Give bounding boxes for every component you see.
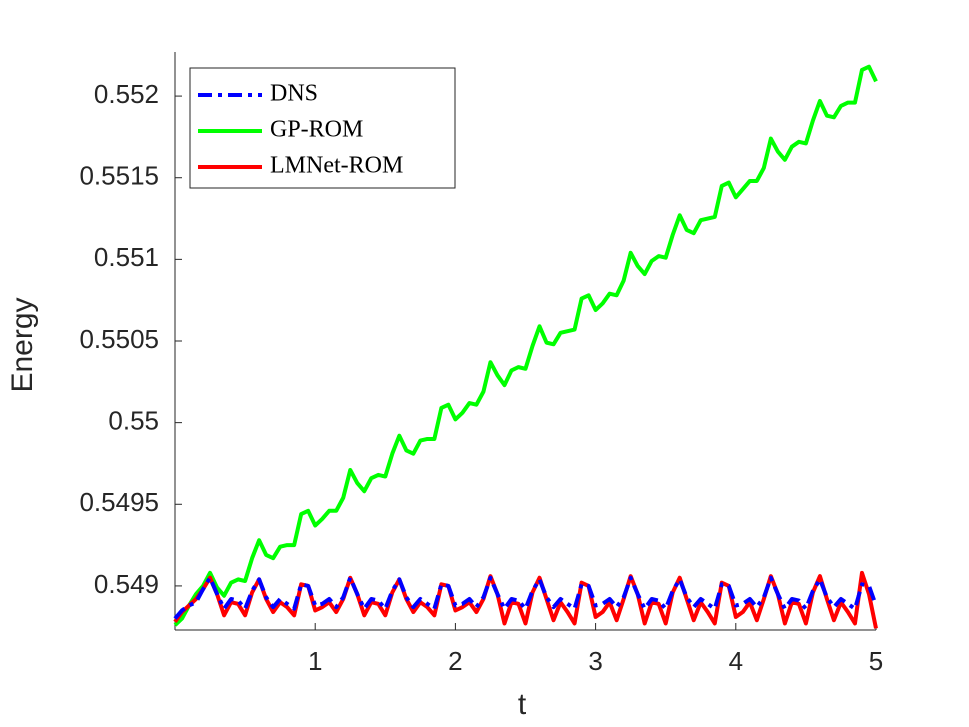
x-axis-label: t <box>518 688 527 721</box>
legend: DNS GP-ROM LMNet-ROM <box>189 67 456 189</box>
x-tick-label: 1 <box>308 646 322 676</box>
y-tick-label: 0.552 <box>94 79 159 109</box>
series-line <box>173 570 878 629</box>
series-line <box>173 64 878 627</box>
legend-label: LMNet-ROM <box>270 153 403 179</box>
x-tick-label: 2 <box>448 646 462 676</box>
y-axis-label: Energy <box>6 297 39 392</box>
x-tick-label: 5 <box>869 646 883 676</box>
y-tick-label: 0.5505 <box>79 324 159 354</box>
y-tick-label: 0.55 <box>108 406 159 436</box>
x-tick-label: 4 <box>729 646 743 676</box>
series-line <box>173 575 878 620</box>
legend-label: GP-ROM <box>270 117 363 143</box>
y-tick-label: 0.5495 <box>79 487 159 517</box>
legend-label: DNS <box>270 81 318 107</box>
y-tick-label: 0.551 <box>94 242 159 272</box>
y-tick-label: 0.5515 <box>79 161 159 191</box>
y-tick-label: 0.549 <box>94 569 159 599</box>
x-tick-label: 3 <box>588 646 602 676</box>
